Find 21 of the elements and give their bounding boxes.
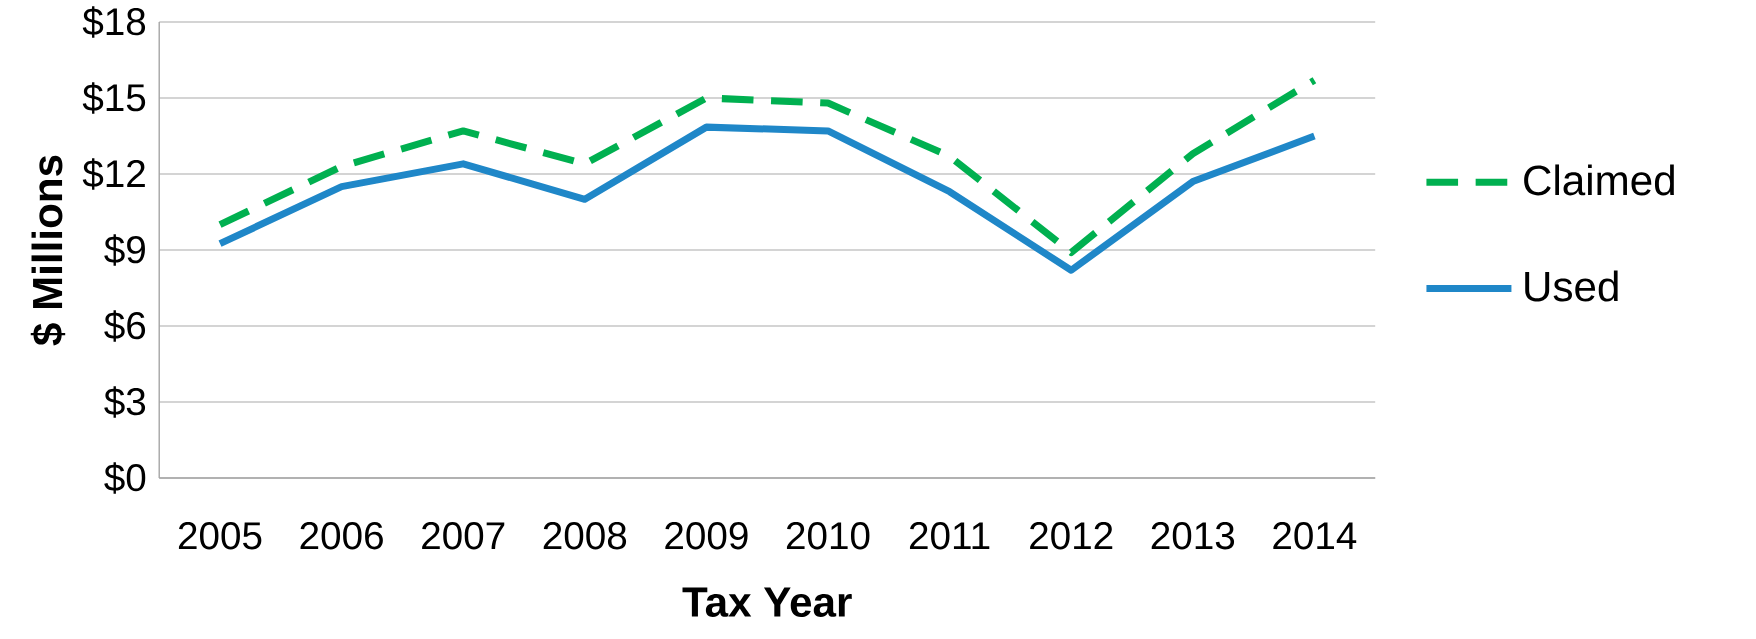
x-tick-label: 2008 [543, 522, 627, 550]
y-tick-label: $0 [104, 462, 146, 494]
y-tick-label: $12 [82, 158, 145, 190]
y-axis-title: $ Millions [30, 155, 66, 346]
x-tick-label: 2011 [909, 522, 990, 550]
x-tick-label: 2005 [178, 522, 262, 550]
legend-label: Used [1525, 270, 1618, 302]
x-tick-label: 2012 [1030, 522, 1113, 550]
x-tick-label: 2014 [1273, 522, 1357, 550]
y-tick-label: $9 [104, 234, 145, 266]
y-tick-label: $15 [82, 82, 146, 114]
x-axis-title: Tax Year [682, 587, 852, 617]
x-tick-label: 2007 [422, 522, 505, 550]
y-tick-label: $3 [104, 386, 146, 418]
x-tick-label: 2010 [786, 522, 870, 550]
x-tick-label: 2006 [300, 522, 383, 550]
x-tick-label: 2009 [665, 522, 748, 550]
y-tick-label: $18 [82, 6, 146, 38]
legend-label: Claimed [1524, 164, 1674, 196]
x-tick-label: 2013 [1151, 522, 1235, 550]
y-tick-label: $6 [104, 310, 146, 342]
